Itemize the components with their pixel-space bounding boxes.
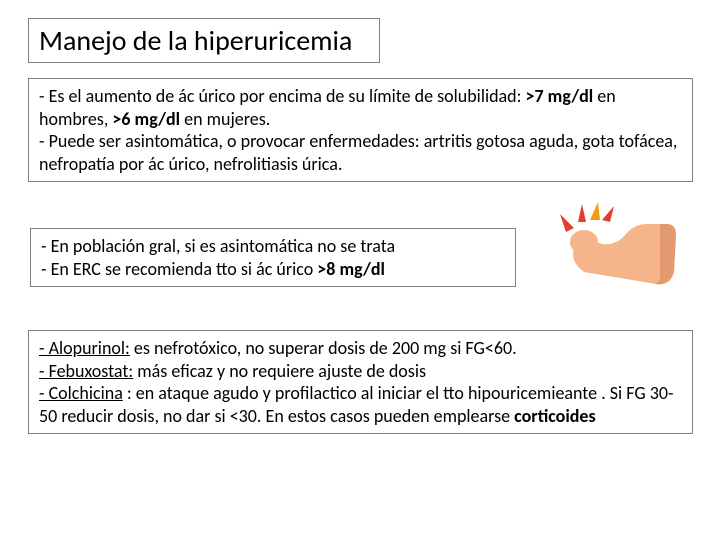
pain-rays	[560, 202, 614, 232]
definition-line-1: - Es el aumento de ác úrico por encima d…	[39, 85, 682, 130]
criteria-line-2: - En ERC se recomienda tto si ác úrico >…	[41, 258, 505, 281]
gouty-foot-icon	[560, 200, 680, 290]
drug-line-colchicina: - Colchicina : en ataque agudo y profila…	[39, 382, 682, 427]
drugs-box: - Alopurinol: es nefrotóxico, no superar…	[28, 330, 693, 434]
swollen-toe	[570, 230, 598, 254]
criteria-line-1: - En población gral, si es asintomática …	[41, 235, 505, 258]
drug-line-alopurinol: - Alopurinol: es nefrotóxico, no superar…	[39, 337, 682, 360]
foot-pain-svg	[560, 200, 680, 290]
drug-line-febuxostat: - Febuxostat: más eficaz y no requiere a…	[39, 360, 682, 383]
slide-title-box: Manejo de la hiperuricemia	[28, 18, 380, 63]
slide-title: Manejo de la hiperuricemia	[39, 23, 352, 58]
definition-line-2: - Puede ser asintomática, o provocar enf…	[39, 130, 682, 175]
treatment-criteria-box: - En población gral, si es asintomática …	[30, 228, 516, 287]
definition-box: - Es el aumento de ác úrico por encima d…	[28, 78, 693, 182]
